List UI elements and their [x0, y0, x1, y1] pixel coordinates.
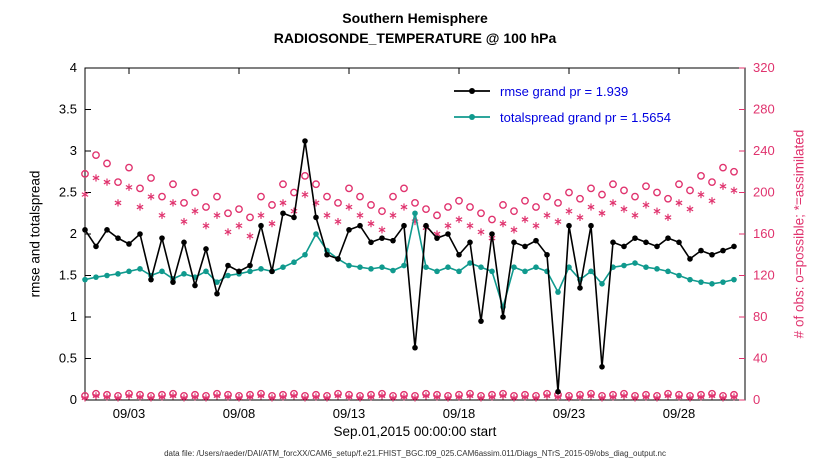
- svg-text:1.5: 1.5: [59, 268, 77, 283]
- totalspread-line-sample-icon: [454, 114, 490, 120]
- chart-title: Southern Hemisphere: [342, 10, 488, 26]
- svg-text:80: 80: [753, 309, 767, 324]
- svg-text:4: 4: [70, 60, 77, 75]
- svg-text:0.5: 0.5: [59, 351, 77, 366]
- svg-text:3: 3: [70, 143, 77, 158]
- legend-item-totalspread: totalspread grand pr = 1.5654: [452, 104, 671, 130]
- svg-text:09/13: 09/13: [333, 406, 366, 421]
- legend-label-totalspread: totalspread grand pr = 1.5654: [500, 109, 671, 125]
- svg-text:09/03: 09/03: [113, 406, 146, 421]
- y-axis-label-left: rmse and totalspread: [27, 170, 43, 298]
- x-axis-label: Sep.01,2015 00:00:00 start: [333, 424, 497, 439]
- chart-subtitle: RADIOSONDE_TEMPERATURE @ 100 hPa: [273, 30, 557, 46]
- rmse-line-sample-icon: [454, 88, 490, 94]
- svg-text:200: 200: [753, 185, 775, 200]
- svg-text:240: 240: [753, 143, 775, 158]
- svg-text:40: 40: [753, 351, 767, 366]
- y-axis-label-right: # of obs: o=possible; *=assimilated: [791, 129, 807, 339]
- data-file-caption: data file: /Users/raeder/DAI/ATM_forcXX/…: [164, 449, 666, 458]
- legend-item-rmse: rmse grand pr = 1.939: [452, 78, 671, 104]
- svg-text:2: 2: [70, 226, 77, 241]
- svg-text:280: 280: [753, 102, 775, 117]
- svg-text:09/08: 09/08: [223, 406, 256, 421]
- svg-text:09/18: 09/18: [443, 406, 476, 421]
- svg-text:09/23: 09/23: [553, 406, 586, 421]
- svg-text:120: 120: [753, 268, 775, 283]
- legend: rmse grand pr = 1.939 totalspread grand …: [452, 78, 671, 130]
- svg-text:1: 1: [70, 309, 77, 324]
- svg-text:160: 160: [753, 226, 775, 241]
- svg-text:320: 320: [753, 60, 775, 75]
- svg-text:3.5: 3.5: [59, 102, 77, 117]
- svg-text:0: 0: [753, 392, 760, 407]
- legend-label-rmse: rmse grand pr = 1.939: [500, 83, 629, 99]
- svg-text:2.5: 2.5: [59, 185, 77, 200]
- svg-text:0: 0: [70, 392, 77, 407]
- svg-text:09/28: 09/28: [663, 406, 696, 421]
